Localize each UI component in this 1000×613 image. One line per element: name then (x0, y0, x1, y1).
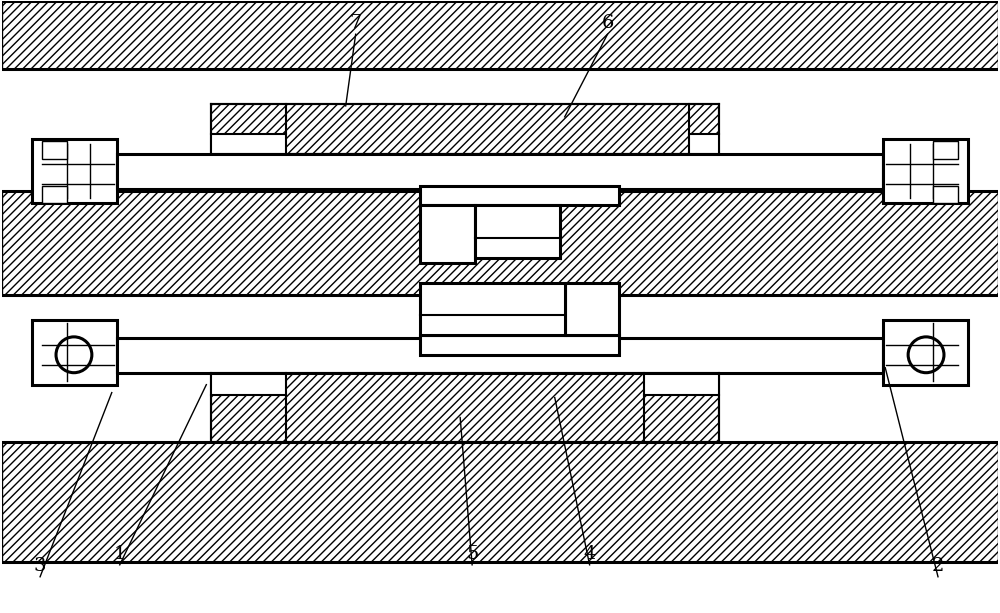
Text: 3: 3 (34, 557, 46, 575)
Text: 7: 7 (349, 14, 362, 32)
Bar (933, 186, 958, 204)
Bar (565, 283, 619, 335)
Bar (211, 373, 719, 443)
Bar (2, 443, 998, 562)
Bar (107, 154, 893, 189)
Bar (42, 141, 67, 159)
Bar (420, 335, 619, 355)
Text: 5: 5 (466, 545, 478, 563)
Bar (689, 134, 719, 154)
Bar (2, 191, 998, 295)
Bar (107, 338, 893, 373)
Bar (2, 1, 998, 69)
Text: 2: 2 (932, 557, 944, 575)
Text: 4: 4 (583, 545, 596, 563)
Bar (420, 186, 619, 205)
Bar (883, 320, 968, 384)
Bar (933, 141, 958, 159)
Bar (211, 373, 719, 443)
Bar (475, 205, 560, 258)
Text: 1: 1 (114, 545, 126, 563)
Bar (211, 104, 719, 154)
Bar (420, 205, 475, 263)
Bar (32, 320, 117, 384)
Bar (42, 186, 67, 204)
Bar (2, 443, 998, 562)
Bar (2, 1, 998, 69)
Bar (211, 134, 286, 154)
Bar (420, 283, 565, 335)
Bar (211, 104, 719, 154)
Bar (883, 139, 968, 204)
Text: 6: 6 (601, 14, 614, 32)
Bar (644, 373, 719, 395)
Bar (32, 139, 117, 204)
Bar (211, 373, 286, 395)
Bar (2, 191, 998, 295)
